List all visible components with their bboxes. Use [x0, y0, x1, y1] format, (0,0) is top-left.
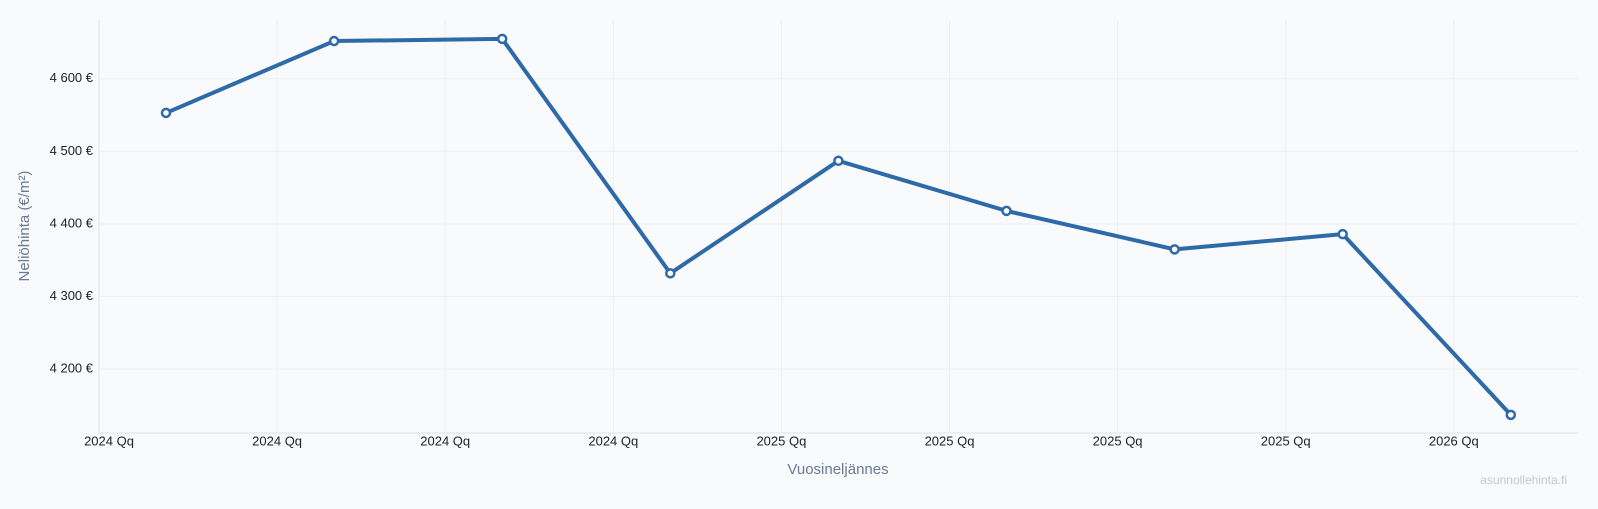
y-tick-label: 4 400 €	[50, 215, 94, 230]
y-tick-label: 4 300 €	[50, 288, 94, 303]
point	[833, 155, 844, 167]
point	[1505, 409, 1517, 421]
x-tick-label: 2026 Qq	[1429, 433, 1479, 448]
x-tick-label: 2024 Qq	[420, 433, 470, 448]
point	[1337, 228, 1348, 240]
x-tick-label: 2025 Qq	[1261, 433, 1311, 448]
y-tick-label: 4 200 €	[50, 361, 94, 376]
point	[1001, 205, 1012, 217]
point	[160, 107, 172, 119]
y-axis-title: Neliöhinta (€/m²)	[16, 171, 33, 282]
point	[1169, 244, 1180, 255]
x-tick-label: 2025 Qq	[1093, 433, 1143, 448]
y-tick-label: 4 600 €	[50, 70, 94, 85]
x-tick-label: 2024 Qq	[84, 433, 134, 448]
watermark: asunnollehinta.fi	[1480, 473, 1567, 487]
point	[496, 33, 508, 45]
y-tick-label: 4 500 €	[50, 143, 94, 158]
x-tick-label: 2024 Qq	[252, 433, 302, 448]
point	[328, 35, 340, 47]
point	[665, 268, 676, 279]
x-tick-label: 2024 Qq	[588, 433, 638, 448]
x-tick-label: 2025 Qq	[756, 433, 806, 448]
x-axis-title: Vuosineljännes	[787, 461, 888, 478]
x-tick-label: 2025 Qq	[925, 433, 975, 448]
